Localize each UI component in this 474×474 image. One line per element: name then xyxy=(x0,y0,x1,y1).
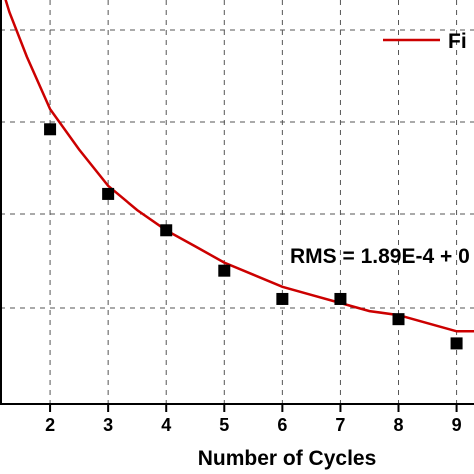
data-point xyxy=(334,292,347,305)
x-tick-label: 3 xyxy=(103,415,113,435)
x-tick-label: 2 xyxy=(45,415,55,435)
axes xyxy=(0,0,474,412)
x-tick-label: 7 xyxy=(335,415,345,435)
x-tick-label: 9 xyxy=(452,415,462,435)
x-tick-label: 5 xyxy=(219,415,229,435)
data-point xyxy=(160,224,173,237)
grid xyxy=(0,0,474,404)
x-tick-label: 4 xyxy=(161,415,171,435)
data-point xyxy=(450,337,463,350)
x-axis-title: Number of Cycles xyxy=(198,447,377,470)
data-point xyxy=(44,123,57,136)
data-point xyxy=(102,187,115,200)
data-points-layer xyxy=(44,123,463,350)
x-tick-label: 8 xyxy=(393,415,403,435)
rms-annotation: RMS = 1.89E-4 + 0 xyxy=(290,245,470,268)
x-tick-labels: 2 3 4 5 6 7 8 9 xyxy=(45,415,462,435)
data-point xyxy=(276,292,289,305)
x-tick-label: 6 xyxy=(277,415,287,435)
fit-curve xyxy=(4,0,474,333)
fit-curve-layer xyxy=(4,0,474,333)
legend: Fi xyxy=(383,30,467,53)
legend-label: Fi xyxy=(448,30,467,53)
data-point xyxy=(392,313,405,326)
data-point xyxy=(218,264,231,277)
